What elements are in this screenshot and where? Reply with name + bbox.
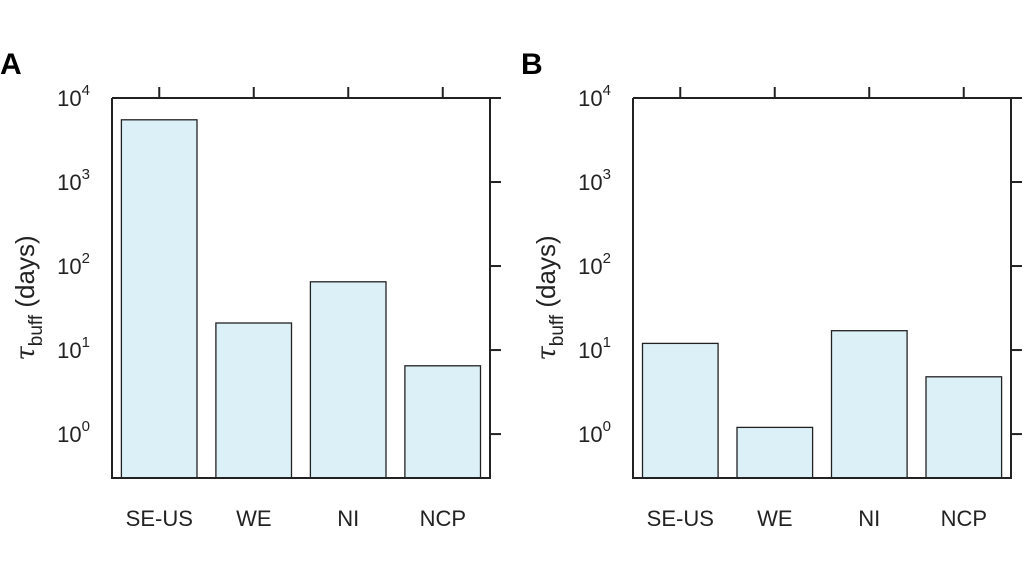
bar-ni (830, 330, 908, 479)
bar-se-us (120, 119, 198, 479)
bar-we (215, 322, 293, 479)
y-tick-label: 100 (57, 418, 90, 447)
axes-frame (632, 97, 1012, 479)
chart-panel-a: A SE-US WE NI NCP 100 101 102 103 104 τbuff (days) (0, 48, 501, 531)
bar-ncp (925, 376, 1003, 479)
x-tick-label: NI (337, 506, 359, 531)
y-tick-label: 101 (578, 334, 611, 363)
x-tick-label: SE-US (126, 506, 193, 531)
y-tick-label: 104 (57, 82, 90, 111)
y-tick-label: 100 (578, 418, 611, 447)
panel-letter: A (0, 48, 22, 81)
y-axis-label: τbuff (days) (531, 235, 568, 360)
x-tick-label: NI (858, 506, 880, 531)
y-tick-label: 103 (57, 166, 90, 195)
y-tick-label: 101 (57, 334, 90, 363)
y-tick-label: 103 (578, 166, 611, 195)
x-tick-label: NCP (420, 506, 466, 531)
y-axis-label: τbuff (days) (10, 235, 47, 360)
x-tick-label: NCP (941, 506, 987, 531)
bar-ncp (404, 365, 482, 479)
bar-we (736, 426, 814, 479)
axes-frame (111, 97, 491, 479)
y-tick-label: 102 (57, 250, 90, 279)
x-tick-label: SE-US (647, 506, 714, 531)
y-tick-label: 104 (578, 82, 611, 111)
bar-ni (309, 281, 387, 479)
y-tick-label: 102 (578, 250, 611, 279)
panel-letter: B (521, 48, 543, 81)
x-tick-label: WE (757, 506, 792, 531)
bar-se-us (641, 342, 719, 479)
chart-panel-b: B SE-US WE NI NCP 100 101 102 103 104 τbuff (days) (521, 48, 1022, 531)
x-tick-label: WE (236, 506, 271, 531)
